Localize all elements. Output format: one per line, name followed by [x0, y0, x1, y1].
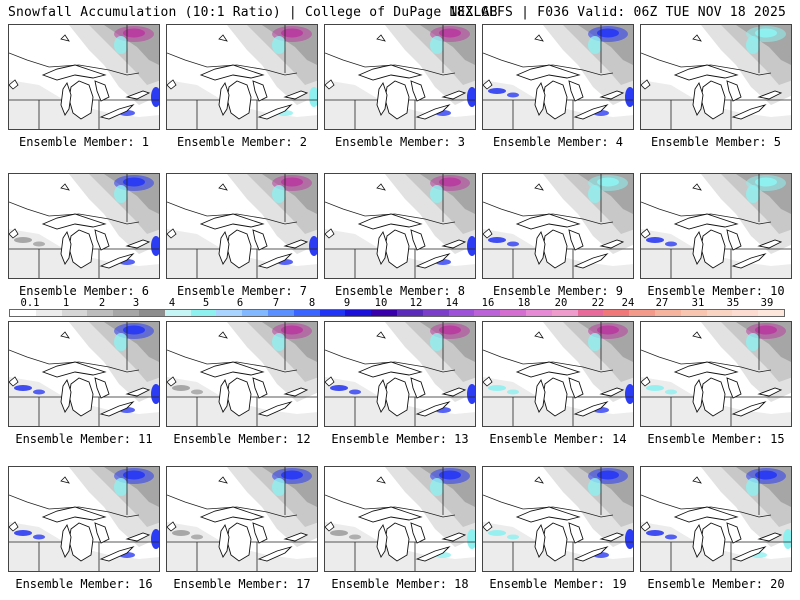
colorbar-swatch: [10, 310, 36, 316]
colorbar-tick-label: 9: [343, 297, 351, 309]
ensemble-member-label: Ensemble Member: 19: [489, 577, 627, 591]
colorbar-tick-label: 8: [308, 297, 316, 309]
colorbar-swatch: [164, 310, 191, 316]
colorbar-tick-label: 2: [98, 297, 106, 309]
colorbar-swatch: [396, 310, 423, 316]
ensemble-member-map: [324, 321, 476, 427]
colorbar-tick-label: 1: [62, 297, 70, 309]
ensemble-member-label: Ensemble Member: 20: [647, 577, 785, 591]
colorbar-tick-label: 35: [726, 297, 740, 309]
colorbar-swatch: [577, 310, 604, 316]
ensemble-member-label: Ensemble Member: 1: [18, 135, 150, 149]
colorbar-tick-label: 39: [760, 297, 774, 309]
colorbar-tick-label: 12: [409, 297, 423, 309]
ensemble-member-map: [482, 321, 634, 427]
colorbar-swatch: [138, 310, 165, 316]
colorbar-tick-label: 16: [481, 297, 495, 309]
colorbar-tick-label: 27: [655, 297, 669, 309]
colorbar-swatch: [345, 310, 372, 316]
colorbar-swatch: [706, 310, 733, 316]
colorbar-tick-label: 18: [517, 297, 531, 309]
colorbar-swatch: [603, 310, 630, 316]
ensemble-member-label: Ensemble Member: 15: [647, 432, 785, 446]
ensemble-member-map: [8, 466, 160, 572]
ensemble-member-map: [640, 466, 792, 572]
colorbar-swatch: [113, 310, 139, 316]
colorbar-swatch: [371, 310, 397, 316]
ensemble-member-label: Ensemble Member: 7: [176, 284, 308, 298]
ensemble-member-label: Ensemble Member: 14: [489, 432, 627, 446]
colorbar-tick-label: 14: [445, 297, 459, 309]
colorbar-swatch: [680, 310, 707, 316]
colorbar-swatch: [551, 310, 578, 316]
colorbar-labels: 0.1 1 2 3 4 5 6 7 8 9 10 12 14 16 18 20 22 24 27 31 35 39: [0, 297, 800, 309]
colorbar-swatch: [35, 310, 62, 316]
colorbar-swatch: [319, 310, 346, 316]
colorbar-tick-label: 31: [691, 297, 705, 309]
ensemble-member-map: [324, 173, 476, 279]
colorbar-swatch: [87, 310, 114, 316]
colorbar: [9, 309, 785, 317]
ensemble-member-label: Ensemble Member: 16: [15, 577, 153, 591]
ensemble-member-label: Ensemble Member: 11: [15, 432, 153, 446]
colorbar-tick-label: 10: [374, 297, 388, 309]
ensemble-member-map: [166, 466, 318, 572]
colorbar-swatch: [242, 310, 268, 316]
colorbar-swatch: [654, 310, 681, 316]
ensemble-member-label: Ensemble Member: 12: [173, 432, 311, 446]
ensemble-member-label: Ensemble Member: 8: [334, 284, 466, 298]
colorbar-tick-label: 7: [272, 297, 280, 309]
ensemble-member-map: [640, 173, 792, 279]
ensemble-member-map: [8, 173, 160, 279]
ensemble-member-label: Ensemble Member: 17: [173, 577, 311, 591]
colorbar-swatch: [422, 310, 449, 316]
colorbar-tick-label: 24: [621, 297, 635, 309]
ensemble-member-map: [166, 321, 318, 427]
ensemble-member-map: [324, 24, 476, 130]
colorbar-swatch: [448, 310, 475, 316]
ensemble-member-map: [8, 24, 160, 130]
colorbar-swatch: [525, 310, 552, 316]
ensemble-member-map: [482, 173, 634, 279]
ensemble-member-label: Ensemble Member: 6: [18, 284, 150, 298]
ensemble-member-label: Ensemble Member: 4: [492, 135, 624, 149]
ensemble-member-map: [166, 24, 318, 130]
ensemble-member-map: [324, 466, 476, 572]
ensemble-member-map: [482, 24, 634, 130]
ensemble-member-label: Ensemble Member: 13: [331, 432, 469, 446]
colorbar-swatch: [267, 310, 294, 316]
ensemble-member-label: Ensemble Member: 18: [331, 577, 469, 591]
colorbar-swatch: [732, 310, 759, 316]
colorbar-swatch: [293, 310, 320, 316]
colorbar-swatch: [216, 310, 243, 316]
colorbar-tick-label: 6: [236, 297, 244, 309]
colorbar-tick-label: 20: [554, 297, 568, 309]
ensemble-member-map: [482, 466, 634, 572]
ensemble-member-label: Ensemble Member: 10: [647, 284, 785, 298]
map-title: Snowfall Accumulation (10:1 Ratio) | Col…: [8, 5, 498, 20]
ensemble-member-map: [166, 173, 318, 279]
colorbar-tick-label: 3: [132, 297, 140, 309]
ensemble-member-label: Ensemble Member: 3: [334, 135, 466, 149]
colorbar-tick-label: 22: [591, 297, 605, 309]
colorbar-swatch: [61, 310, 88, 316]
ensemble-member-label: Ensemble Member: 2: [176, 135, 308, 149]
colorbar-tick-label: 4: [168, 297, 176, 309]
colorbar-swatch: [500, 310, 526, 316]
run-info: 18Z GEFS | F036 Valid: 06Z TUE NOV 18 20…: [448, 5, 786, 20]
ensemble-member-label: Ensemble Member: 5: [650, 135, 782, 149]
colorbar-tick-label: 0.1: [20, 297, 40, 309]
colorbar-swatch: [474, 310, 501, 316]
colorbar-tick-label: 5: [202, 297, 210, 309]
ensemble-member-label: Ensemble Member: 9: [492, 284, 624, 298]
colorbar-swatch: [629, 310, 655, 316]
ensemble-member-map: [640, 321, 792, 427]
colorbar-swatch: [190, 310, 217, 316]
ensemble-member-map: [640, 24, 792, 130]
ensemble-member-map: [8, 321, 160, 427]
colorbar-swatch: [758, 310, 784, 316]
